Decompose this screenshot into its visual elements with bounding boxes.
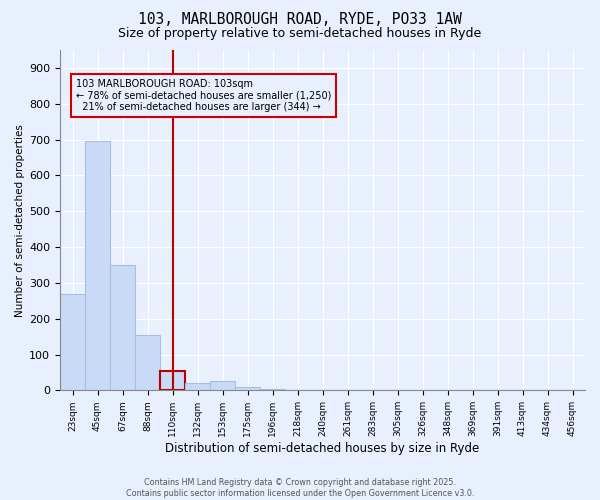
Bar xyxy=(210,382,235,390)
X-axis label: Distribution of semi-detached houses by size in Ryde: Distribution of semi-detached houses by … xyxy=(166,442,479,455)
Bar xyxy=(235,387,260,390)
Bar xyxy=(160,370,185,390)
Text: Size of property relative to semi-detached houses in Ryde: Size of property relative to semi-detach… xyxy=(118,28,482,40)
Bar xyxy=(135,335,160,390)
Text: 103, MARLBOROUGH ROAD, RYDE, PO33 1AW: 103, MARLBOROUGH ROAD, RYDE, PO33 1AW xyxy=(138,12,462,28)
Bar xyxy=(110,265,135,390)
Text: Contains HM Land Registry data © Crown copyright and database right 2025.
Contai: Contains HM Land Registry data © Crown c… xyxy=(126,478,474,498)
Bar xyxy=(185,383,210,390)
Bar xyxy=(260,388,285,390)
Bar xyxy=(60,294,85,390)
Bar xyxy=(85,142,110,390)
Text: 103 MARLBOROUGH ROAD: 103sqm
← 78% of semi-detached houses are smaller (1,250)
 : 103 MARLBOROUGH ROAD: 103sqm ← 78% of se… xyxy=(76,78,332,112)
Y-axis label: Number of semi-detached properties: Number of semi-detached properties xyxy=(15,124,25,316)
